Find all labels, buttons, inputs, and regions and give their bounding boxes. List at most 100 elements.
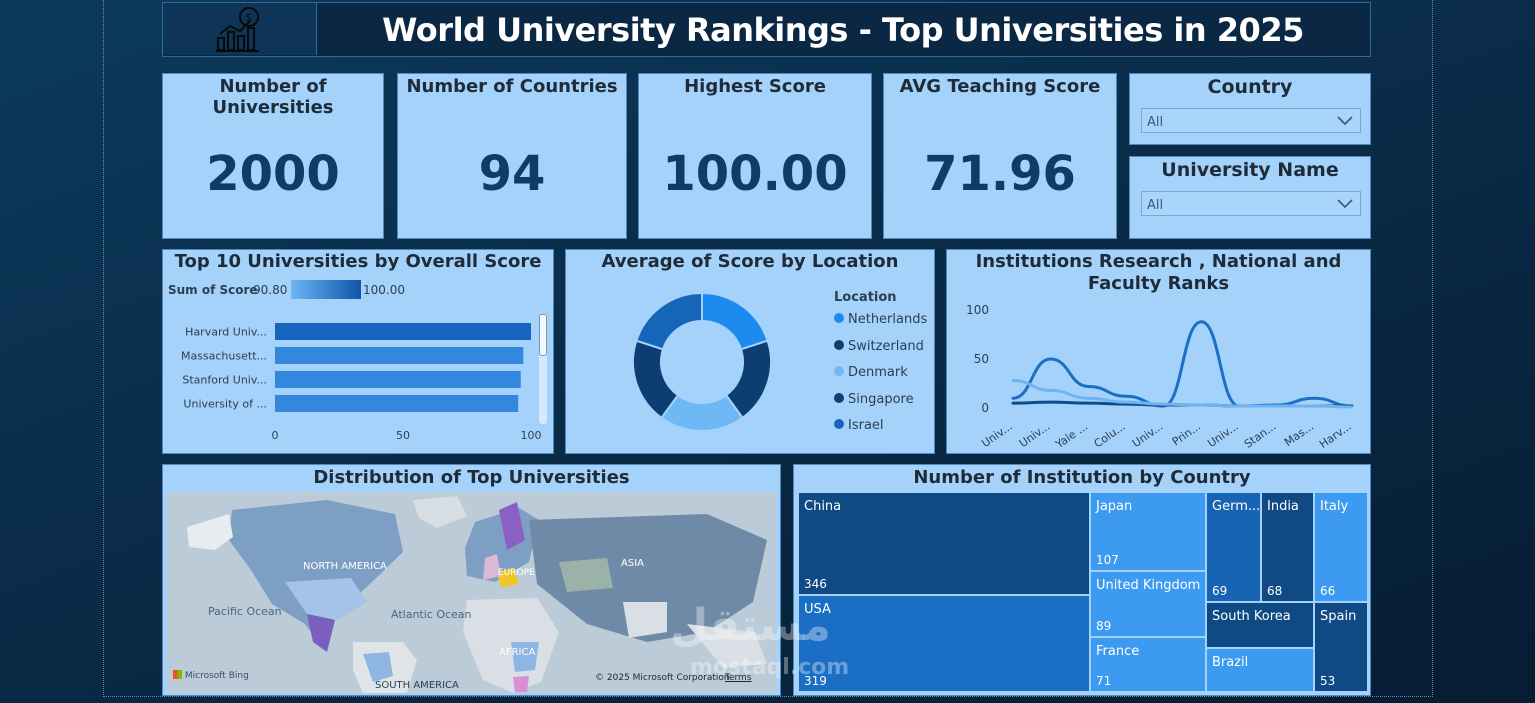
treemap-label: USA (804, 602, 831, 617)
location-donut-card: Average of Score by Location Location Ne… (565, 249, 935, 454)
line-series (1011, 379, 1354, 409)
kpi-value: 2000 (206, 146, 340, 202)
legend-item: Singapore (834, 392, 927, 419)
legend-item: Switzerland (834, 339, 927, 366)
x-tick-label: Stan... (1242, 420, 1279, 451)
legend-item: Denmark (834, 365, 927, 392)
treemap-label: Brazil (1212, 655, 1249, 670)
treemap-value: 319 (804, 674, 827, 688)
treemap-label: China (804, 499, 842, 514)
svg-text:$: $ (246, 11, 253, 24)
kpi-label: Highest Score (684, 76, 826, 97)
map-card: Distribution of Top Universities (162, 464, 781, 696)
map-brand: Microsoft Bing (173, 670, 249, 681)
kpi-value: 71.96 (924, 146, 1076, 202)
x-tick-label: Yale ... (1052, 420, 1090, 452)
treemap-value: 66 (1320, 584, 1336, 598)
watermark-url: mostaql.com (690, 655, 850, 680)
kpi-label: Number of Countries (406, 76, 618, 97)
dropdown-value: All (1147, 115, 1164, 130)
scrollbar-track[interactable] (539, 314, 547, 424)
donut-slice (635, 291, 703, 351)
ranks-line-chart-card: Institutions Research , National and Fac… (946, 249, 1371, 454)
bar (275, 371, 521, 388)
treemap-tile[interactable]: France 71 (1090, 637, 1206, 692)
map-label-europe: EUROPE (498, 568, 535, 578)
treemap-tile[interactable]: China 346 (798, 492, 1090, 595)
treemap: China 346 USA 319 Japan 107 United Kingdom 89 Fr… (798, 492, 1368, 692)
treemap-tile[interactable]: Spain 53 (1314, 602, 1368, 692)
treemap-tile[interactable]: United Kingdom 89 (1090, 571, 1206, 637)
watermark: مستقل (670, 600, 831, 651)
legend-gradient (291, 280, 361, 299)
legend-label: Switzerland (848, 338, 924, 354)
x-tick-label: 50 (396, 429, 410, 442)
x-tick-label: Univ... (979, 420, 1014, 450)
line-series (1011, 320, 1354, 408)
treemap-tile[interactable]: Italy 66 (1314, 492, 1368, 602)
treemap-tile[interactable]: Japan 107 (1090, 492, 1206, 571)
map-label-atlantic: Atlantic Ocean (391, 608, 472, 621)
treemap-tile[interactable]: Brazil (1206, 648, 1314, 692)
chart-title: Institutions Research , National and Fac… (975, 251, 1342, 294)
treemap-value: 53 (1320, 674, 1336, 688)
y-tick-label: 100 (966, 303, 989, 317)
donut-legend: Netherlands Switzerland Denmark Singapore Is… (834, 312, 927, 445)
treemap-tile[interactable]: South Korea (1206, 602, 1314, 648)
slicer-title: Country (1207, 76, 1293, 98)
kpi-value: 94 (478, 146, 546, 202)
treemap-value: 69 (1212, 584, 1228, 598)
map-label-south-america: SOUTH AMERICA (375, 680, 459, 691)
legend-dot (834, 419, 844, 429)
x-tick-label: Prin... (1170, 420, 1203, 449)
map-terms-link[interactable]: Terms (725, 673, 752, 683)
treemap-tile[interactable]: India 68 (1261, 492, 1314, 602)
donut-chart (632, 291, 772, 432)
treemap-tile[interactable]: Germ... 69 (1206, 492, 1261, 602)
world-map[interactable]: NORTH AMERICA EUROPE ASIA AFRICA SOUTH A… (167, 492, 776, 693)
legend-label: Singapore (848, 391, 914, 407)
treemap-tile[interactable]: USA 319 (798, 595, 1090, 692)
legend-dot (834, 392, 844, 403)
donut-slice (701, 291, 769, 351)
kpi-card-avg-teaching: AVG Teaching Score 71.96 (883, 73, 1117, 239)
top10-bar-chart-card: Top 10 Universities by Overall Score Sum… (162, 249, 554, 454)
treemap-value: 89 (1096, 619, 1112, 633)
legend-max: 100.00 (363, 283, 405, 297)
chevron-down-icon (1337, 116, 1353, 126)
legend-label: Sum of Score (168, 283, 258, 297)
treemap-value: 346 (804, 577, 827, 591)
bar-category-label: University of ... (183, 398, 267, 411)
x-tick-label: Harv... (1317, 420, 1354, 451)
dropdown-value: All (1147, 198, 1164, 213)
legend-item: Israel (834, 418, 927, 445)
dashboard-canvas (103, 0, 1433, 697)
bar-category-label: Harvard Univ... (185, 326, 267, 339)
map-label-north-america: NORTH AMERICA (303, 561, 387, 572)
x-tick-label: Mas... (1282, 420, 1316, 449)
y-tick-label: 50 (974, 352, 989, 366)
kpi-card-highest-score: Highest Score 100.00 (638, 73, 872, 239)
treemap-label: France (1096, 644, 1140, 659)
logo-area: $ (163, 3, 317, 55)
legend-label: Denmark (848, 365, 908, 380)
university-slicer: University Name All (1129, 156, 1371, 239)
legend-dot (834, 339, 844, 350)
kpi-card-universities: Number of Universities 2000 (162, 73, 384, 239)
bar-chart: Harvard Univ... Massachusett... Stanford U… (181, 323, 542, 442)
kpi-label: AVG Teaching Score (899, 76, 1101, 97)
chart-title: Average of Score by Location (601, 251, 899, 272)
kpi-label: Number of Universities (212, 76, 334, 118)
treemap-card: Number of Institution by Country China 34… (793, 464, 1371, 696)
map-label-africa: AFRICA (499, 647, 536, 658)
legend-title: Location (834, 290, 897, 305)
university-dropdown[interactable]: All (1141, 191, 1361, 216)
scrollbar-thumb[interactable] (539, 314, 547, 356)
country-dropdown[interactable]: All (1141, 108, 1361, 133)
x-tick-label: Univ... (1130, 420, 1165, 450)
bar (275, 347, 524, 364)
slicer-title: University Name (1161, 159, 1339, 181)
bar-category-label: Stanford Univ... (182, 374, 267, 387)
map-title: Distribution of Top Universities (313, 467, 630, 488)
map-brand-label: Microsoft Bing (184, 671, 249, 681)
